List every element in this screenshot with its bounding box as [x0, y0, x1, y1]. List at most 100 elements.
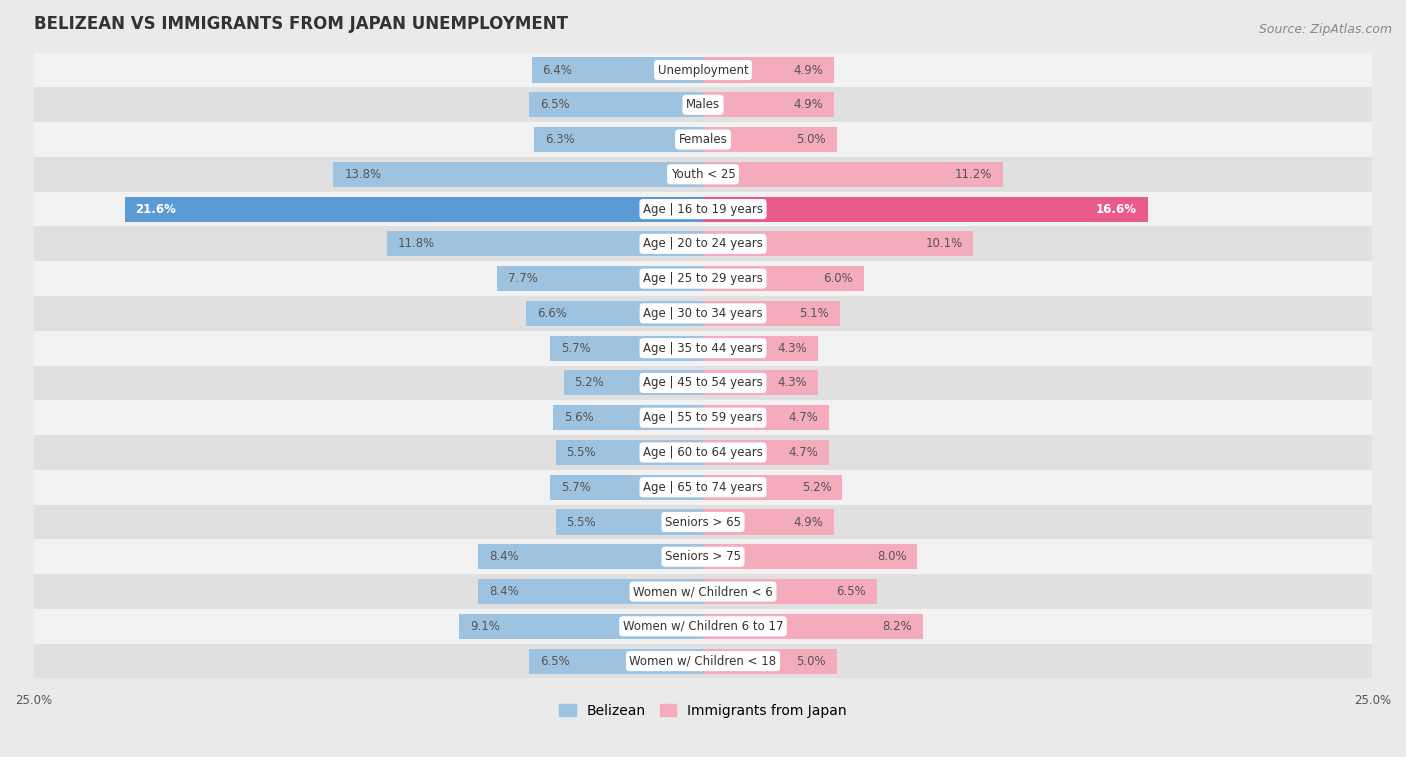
- Bar: [703, 232, 973, 257]
- Bar: [34, 192, 1372, 226]
- Text: 5.0%: 5.0%: [797, 655, 827, 668]
- Text: 5.6%: 5.6%: [564, 411, 593, 424]
- Bar: [34, 87, 1372, 122]
- Bar: [550, 335, 703, 360]
- Text: 13.8%: 13.8%: [344, 168, 381, 181]
- Bar: [34, 296, 1372, 331]
- Text: 6.5%: 6.5%: [540, 655, 569, 668]
- Text: Seniors > 75: Seniors > 75: [665, 550, 741, 563]
- Bar: [34, 505, 1372, 540]
- Text: 10.1%: 10.1%: [925, 238, 963, 251]
- Text: Unemployment: Unemployment: [658, 64, 748, 76]
- Bar: [34, 400, 1372, 435]
- Bar: [34, 470, 1372, 505]
- Bar: [460, 614, 703, 639]
- Text: 5.7%: 5.7%: [561, 341, 591, 355]
- Text: Women w/ Children < 18: Women w/ Children < 18: [630, 655, 776, 668]
- Text: 6.4%: 6.4%: [543, 64, 572, 76]
- Bar: [529, 649, 703, 674]
- Text: 8.2%: 8.2%: [882, 620, 912, 633]
- Bar: [703, 579, 877, 604]
- Bar: [703, 58, 834, 83]
- Text: Age | 55 to 59 years: Age | 55 to 59 years: [643, 411, 763, 424]
- Bar: [550, 475, 703, 500]
- Text: 16.6%: 16.6%: [1095, 203, 1137, 216]
- Bar: [34, 540, 1372, 574]
- Text: Age | 20 to 24 years: Age | 20 to 24 years: [643, 238, 763, 251]
- Bar: [555, 440, 703, 465]
- Bar: [125, 197, 703, 222]
- Text: 5.1%: 5.1%: [799, 307, 830, 320]
- Bar: [478, 544, 703, 569]
- Bar: [496, 266, 703, 291]
- Bar: [703, 197, 1147, 222]
- Bar: [555, 509, 703, 534]
- Text: Age | 35 to 44 years: Age | 35 to 44 years: [643, 341, 763, 355]
- Text: 6.0%: 6.0%: [823, 272, 853, 285]
- Bar: [564, 370, 703, 395]
- Text: 4.9%: 4.9%: [793, 64, 824, 76]
- Text: 5.0%: 5.0%: [797, 133, 827, 146]
- Text: 4.9%: 4.9%: [793, 98, 824, 111]
- Text: Males: Males: [686, 98, 720, 111]
- Bar: [703, 405, 830, 430]
- Bar: [703, 614, 922, 639]
- Bar: [703, 440, 830, 465]
- Bar: [703, 335, 818, 360]
- Bar: [34, 157, 1372, 192]
- Text: 4.7%: 4.7%: [789, 446, 818, 459]
- Text: 4.3%: 4.3%: [778, 341, 807, 355]
- Text: Source: ZipAtlas.com: Source: ZipAtlas.com: [1258, 23, 1392, 36]
- Bar: [703, 475, 842, 500]
- Text: Age | 65 to 74 years: Age | 65 to 74 years: [643, 481, 763, 494]
- Text: 9.1%: 9.1%: [470, 620, 501, 633]
- Text: 21.6%: 21.6%: [135, 203, 176, 216]
- Bar: [703, 370, 818, 395]
- Bar: [553, 405, 703, 430]
- Bar: [703, 544, 917, 569]
- Text: 11.2%: 11.2%: [955, 168, 993, 181]
- Text: 6.5%: 6.5%: [540, 98, 569, 111]
- Bar: [34, 366, 1372, 400]
- Bar: [34, 122, 1372, 157]
- Bar: [526, 301, 703, 326]
- Text: Age | 30 to 34 years: Age | 30 to 34 years: [643, 307, 763, 320]
- Bar: [703, 92, 834, 117]
- Text: Age | 60 to 64 years: Age | 60 to 64 years: [643, 446, 763, 459]
- Bar: [34, 331, 1372, 366]
- Text: 5.5%: 5.5%: [567, 446, 596, 459]
- Text: 8.4%: 8.4%: [489, 550, 519, 563]
- Bar: [34, 609, 1372, 643]
- Bar: [34, 574, 1372, 609]
- Bar: [34, 53, 1372, 87]
- Text: Seniors > 65: Seniors > 65: [665, 516, 741, 528]
- Bar: [534, 127, 703, 152]
- Text: 6.3%: 6.3%: [546, 133, 575, 146]
- Text: Age | 25 to 29 years: Age | 25 to 29 years: [643, 272, 763, 285]
- Bar: [703, 162, 1002, 187]
- Text: 5.5%: 5.5%: [567, 516, 596, 528]
- Text: 4.9%: 4.9%: [793, 516, 824, 528]
- Legend: Belizean, Immigrants from Japan: Belizean, Immigrants from Japan: [554, 698, 852, 723]
- Bar: [34, 435, 1372, 470]
- Text: 7.7%: 7.7%: [508, 272, 537, 285]
- Bar: [703, 509, 834, 534]
- Text: 5.7%: 5.7%: [561, 481, 591, 494]
- Bar: [703, 301, 839, 326]
- Text: 6.6%: 6.6%: [537, 307, 567, 320]
- Bar: [34, 226, 1372, 261]
- Bar: [34, 261, 1372, 296]
- Text: Youth < 25: Youth < 25: [671, 168, 735, 181]
- Bar: [703, 649, 837, 674]
- Text: 8.0%: 8.0%: [877, 550, 907, 563]
- Text: 5.2%: 5.2%: [801, 481, 831, 494]
- Text: Age | 16 to 19 years: Age | 16 to 19 years: [643, 203, 763, 216]
- Text: BELIZEAN VS IMMIGRANTS FROM JAPAN UNEMPLOYMENT: BELIZEAN VS IMMIGRANTS FROM JAPAN UNEMPL…: [34, 15, 568, 33]
- Bar: [531, 58, 703, 83]
- Bar: [703, 266, 863, 291]
- Text: 4.3%: 4.3%: [778, 376, 807, 389]
- Text: Age | 45 to 54 years: Age | 45 to 54 years: [643, 376, 763, 389]
- Text: 11.8%: 11.8%: [398, 238, 434, 251]
- Bar: [387, 232, 703, 257]
- Text: Women w/ Children 6 to 17: Women w/ Children 6 to 17: [623, 620, 783, 633]
